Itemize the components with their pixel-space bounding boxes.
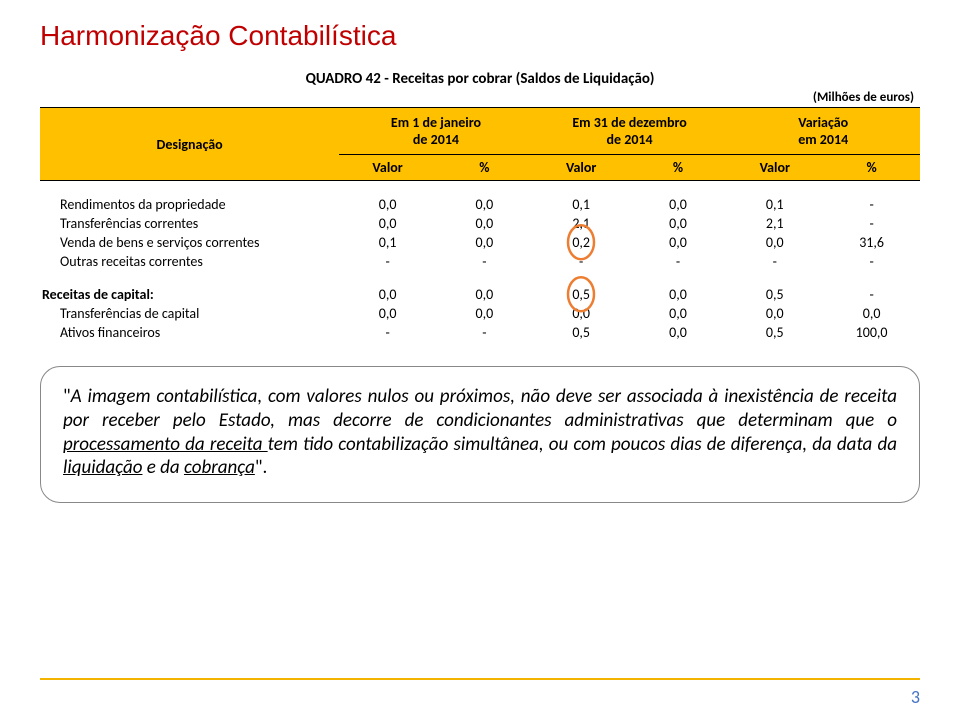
cell: 0,0 xyxy=(436,285,533,304)
cell: 0,0 xyxy=(339,195,436,214)
cell: 2,1 xyxy=(533,214,630,233)
cell: 0,0 xyxy=(823,304,920,323)
cell: 0,0 xyxy=(726,233,823,252)
col-group-0: Em 1 de janeirode 2014 xyxy=(339,108,533,155)
cell: 0,0 xyxy=(630,323,727,342)
cell: 0,0 xyxy=(436,214,533,233)
cell: - xyxy=(726,252,823,271)
row-label: Ativos financeiros xyxy=(40,323,339,342)
subcol-1: % xyxy=(436,155,533,181)
table-header: DesignaçãoEm 1 de janeirode 2014Em 31 de… xyxy=(40,107,920,181)
subcol-2: Valor xyxy=(533,155,630,181)
cell: 0,1 xyxy=(339,233,436,252)
cell: - xyxy=(823,285,920,304)
table-row: Outras receitas correntes------ xyxy=(40,252,920,271)
table-row: Venda de bens e serviços correntes0,10,0… xyxy=(40,233,920,252)
table-row: Ativos financeiros--0,50,00,5100,0 xyxy=(40,323,920,342)
cell: 0,0 xyxy=(630,233,727,252)
col-group-2: Variaçãoem 2014 xyxy=(726,108,920,155)
units-label: (Milhões de euros) xyxy=(40,90,920,105)
row-label: Transferências correntes xyxy=(40,214,339,233)
cell: 0,0 xyxy=(436,304,533,323)
subcol-5: % xyxy=(823,155,920,181)
quote-callout: "A imagem contabilística, com valores nu… xyxy=(40,366,920,503)
row-label: Transferências de capital xyxy=(40,304,339,323)
cell: - xyxy=(436,323,533,342)
cell: 0,0 xyxy=(726,304,823,323)
table-row: Transferências correntes0,00,02,10,02,1- xyxy=(40,214,920,233)
cell: - xyxy=(436,252,533,271)
cell: 0,0 xyxy=(630,195,727,214)
subcol-0: Valor xyxy=(339,155,436,181)
cell: 0,5 xyxy=(726,285,823,304)
table-row xyxy=(40,271,920,285)
cell: - xyxy=(339,323,436,342)
table-subtitle: QUADRO 42 - Receitas por cobrar (Saldos … xyxy=(40,70,920,88)
subcol-3: % xyxy=(630,155,727,181)
col-group-1: Em 31 de dezembrode 2014 xyxy=(533,108,727,155)
cell: 0,1 xyxy=(726,195,823,214)
cell: - xyxy=(823,252,920,271)
cell: 100,0 xyxy=(823,323,920,342)
row-label: Rendimentos da propriedade xyxy=(40,195,339,214)
cell: 0,5 xyxy=(533,323,630,342)
cell: - xyxy=(533,252,630,271)
table-row: Transferências de capital0,00,00,00,00,0… xyxy=(40,304,920,323)
cell: 0,0 xyxy=(630,285,727,304)
cell: - xyxy=(339,252,436,271)
cell: 0,2 xyxy=(533,233,630,252)
cell: 0,5 xyxy=(726,323,823,342)
cell: 0,0 xyxy=(339,304,436,323)
cell: 0,0 xyxy=(339,214,436,233)
cell: 0,0 xyxy=(436,233,533,252)
cell: 0,0 xyxy=(436,195,533,214)
cell: - xyxy=(823,214,920,233)
cell: 0,0 xyxy=(533,304,630,323)
row-label: Venda de bens e serviços correntes xyxy=(40,233,339,252)
data-table: Rendimentos da propriedade0,00,00,10,00,… xyxy=(40,195,920,342)
cell: 31,6 xyxy=(823,233,920,252)
cell: 0,0 xyxy=(630,304,727,323)
col-designacao: Designação xyxy=(40,108,339,181)
table-row: Rendimentos da propriedade0,00,00,10,00,… xyxy=(40,195,920,214)
quote-text: "A imagem contabilística, com valores nu… xyxy=(63,385,897,480)
cell: 0,1 xyxy=(533,195,630,214)
page-number: 3 xyxy=(911,686,920,708)
subcol-4: Valor xyxy=(726,155,823,181)
footer-rule xyxy=(40,678,920,680)
cell: 0,0 xyxy=(630,214,727,233)
row-label: Outras receitas correntes xyxy=(40,252,339,271)
cell: 0,0 xyxy=(339,285,436,304)
cell: - xyxy=(823,195,920,214)
cell: 0,5 xyxy=(533,285,630,304)
cell: - xyxy=(630,252,727,271)
cell: 2,1 xyxy=(726,214,823,233)
row-label: Receitas de capital: xyxy=(40,285,339,304)
page-title: Harmonização Contabilística xyxy=(40,20,920,52)
table-row: Receitas de capital:0,00,00,50,00,5- xyxy=(40,285,920,304)
